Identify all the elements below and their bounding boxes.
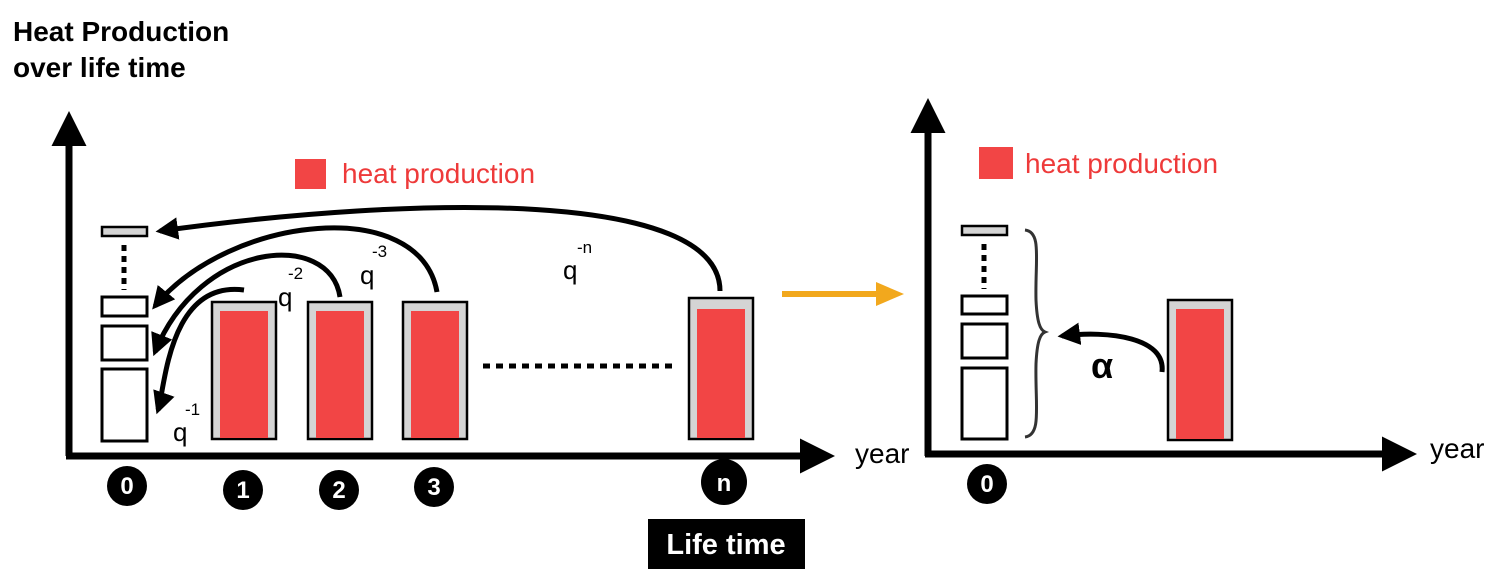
svg-text:-1: -1 <box>185 400 200 419</box>
svg-text:0: 0 <box>980 471 993 498</box>
discount-arrow-3 <box>152 225 440 310</box>
chart-title-line2: over life time <box>13 52 186 83</box>
discount-arrow-n <box>155 204 723 292</box>
x-axis-label: year <box>1430 433 1484 464</box>
svg-text:q: q <box>278 282 292 312</box>
svg-text:-3: -3 <box>372 242 387 261</box>
annuity-arrow <box>1057 322 1165 373</box>
discount-label-2: q -2 <box>278 264 303 312</box>
svg-text:q: q <box>173 417 187 447</box>
lifetime-label: Life time <box>648 519 805 569</box>
year-marker-0: 0 <box>967 464 1007 504</box>
annuity-factor-label: α <box>1091 345 1113 386</box>
bar-year-1 <box>210 300 278 441</box>
left-panel: year heat production <box>51 111 909 569</box>
bar-year-n <box>687 296 755 441</box>
present-value-stack <box>960 224 1009 441</box>
svg-text:Life time: Life time <box>666 529 785 561</box>
discount-label-1: q -1 <box>173 400 200 447</box>
svg-text:q: q <box>360 260 374 290</box>
discount-label-n: q -n <box>563 238 592 285</box>
transition-arrow <box>782 282 904 306</box>
bar-year-2 <box>306 300 374 441</box>
svg-text:n: n <box>717 470 732 497</box>
svg-text:-n: -n <box>577 238 592 257</box>
bar-annuity <box>1166 298 1234 442</box>
year-marker-n: n <box>701 459 747 505</box>
legend-swatch <box>979 147 1013 179</box>
stack-box <box>100 295 149 318</box>
discount-arrow-2 <box>151 252 343 357</box>
discount-label-3: q -3 <box>360 242 387 290</box>
year-marker-2: 2 <box>319 470 359 510</box>
svg-text:1: 1 <box>236 477 249 504</box>
right-panel: year heat production α 0 <box>910 98 1484 504</box>
stack-box <box>100 324 149 362</box>
legend-label: heat production <box>342 158 535 189</box>
year-marker-3: 3 <box>414 467 454 507</box>
x-axis-label: year <box>855 438 909 469</box>
svg-text:2: 2 <box>332 477 345 504</box>
legend-swatch <box>295 159 326 189</box>
year-marker-0: 0 <box>107 466 147 506</box>
year-marker-1: 1 <box>223 470 263 510</box>
svg-text:-2: -2 <box>288 264 303 283</box>
chart-title-line1: Heat Production <box>13 16 229 47</box>
svg-text:3: 3 <box>427 474 440 501</box>
bar-year-3 <box>401 300 469 441</box>
legend-label: heat production <box>1025 148 1218 179</box>
svg-text:q: q <box>563 255 577 285</box>
brace <box>1024 228 1050 439</box>
present-value-stack <box>100 225 149 443</box>
stack-box <box>100 367 149 443</box>
stack-box <box>100 225 149 238</box>
discount-arrow-1 <box>153 287 245 415</box>
svg-text:0: 0 <box>120 473 133 500</box>
